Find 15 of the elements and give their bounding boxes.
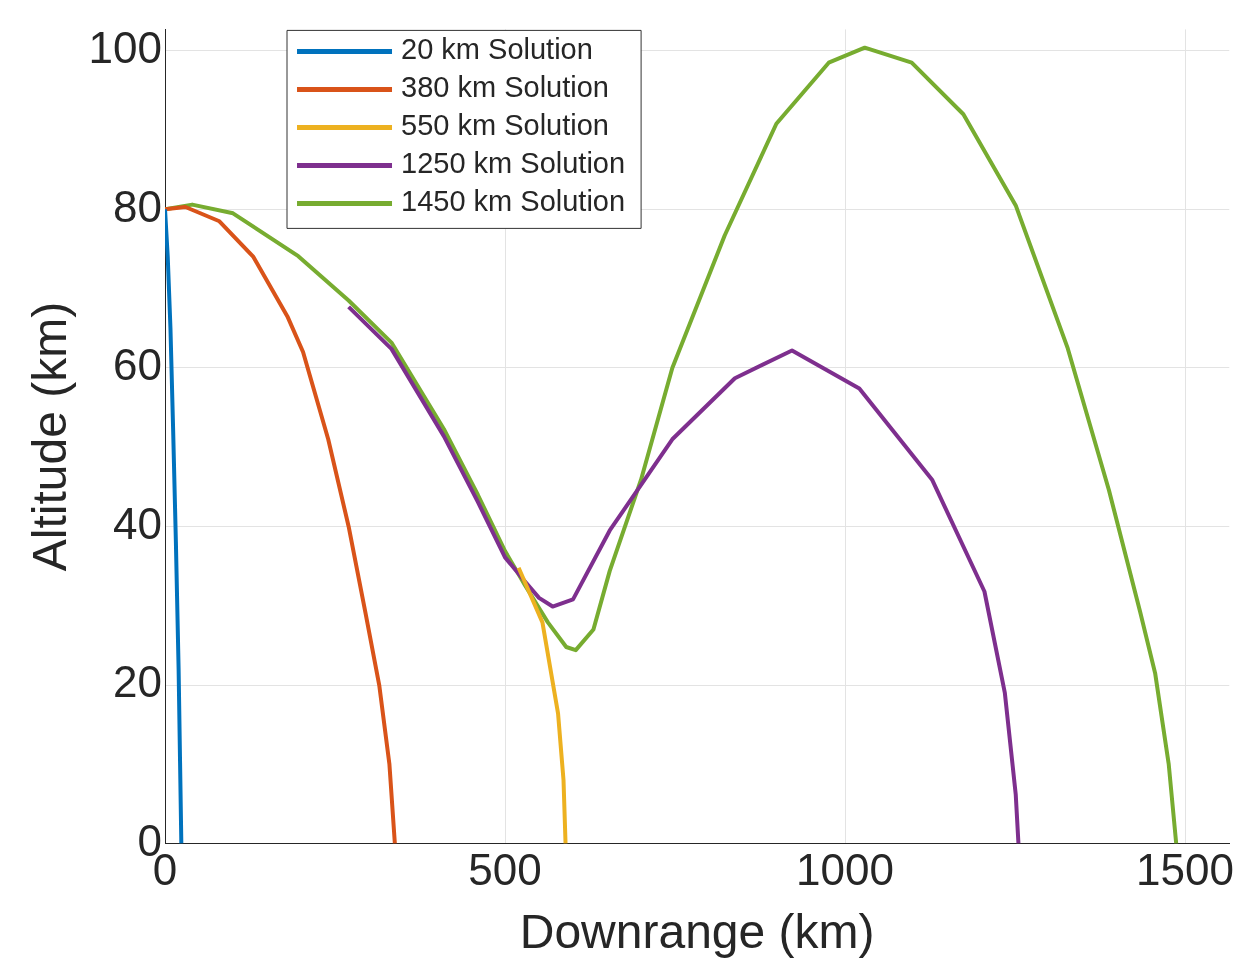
x-axis-title: Downrange (km) [519,905,875,959]
y-tick-label: 20 [113,657,163,707]
legend-label: 380 km Solution [401,71,609,104]
y-tick-label: 80 [113,181,163,231]
x-tick-label: 1500 [1136,845,1234,895]
y-axis-title: Altitude (km) [23,301,77,572]
y-tick-label: 40 [113,498,163,548]
legend-label: 20 km Solution [401,33,593,66]
legend-label: 550 km Solution [401,109,609,142]
x-tick-label: 500 [468,845,542,895]
legend-label: 1450 km Solution [401,185,626,218]
legend-label: 1250 km Solution [401,147,626,180]
y-tick-label: 100 [88,22,163,72]
y-tick-label: 60 [113,340,163,390]
x-tick-label: 1000 [796,845,894,895]
